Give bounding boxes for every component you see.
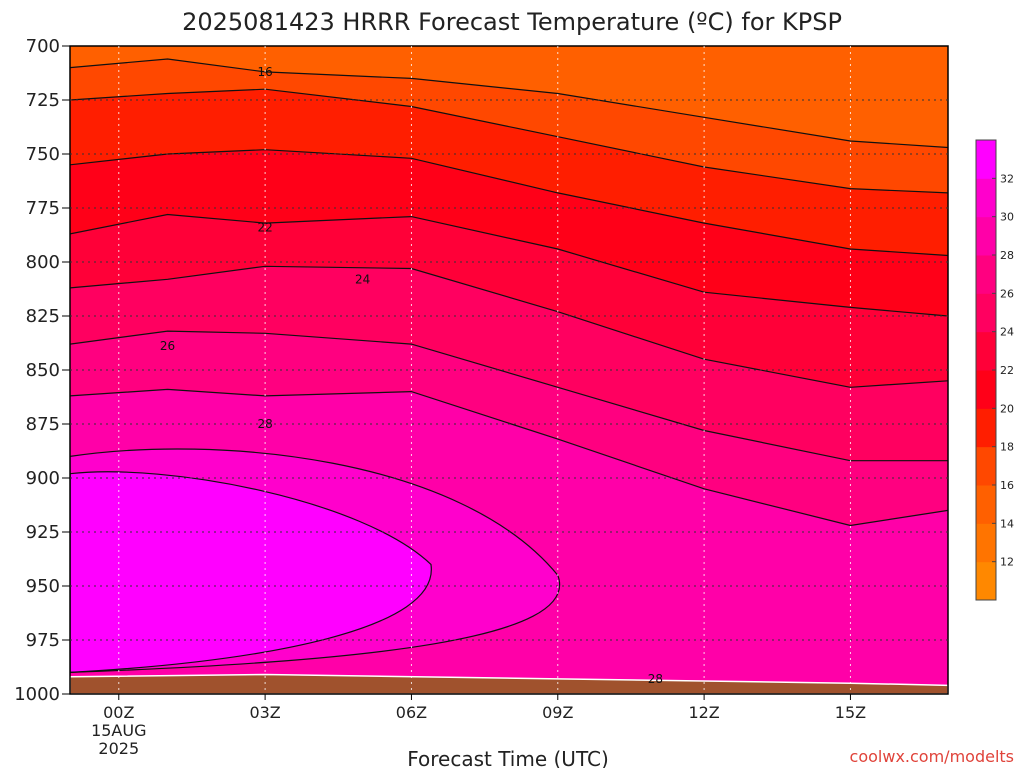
colorbar: 12 14 16 18 20 22 24 26 28 30 32 (975, 139, 1014, 601)
colorbar-tick-label: 24 (1000, 326, 1014, 339)
x-tick-label: 15Z (835, 703, 866, 722)
colorbar-tick-label: 28 (1000, 249, 1014, 262)
colorbar-swatch (976, 561, 996, 601)
colorbar-tick-label: 26 (1000, 287, 1014, 300)
x-tick-label: 12Z (688, 703, 719, 722)
y-tick-label: 725 (26, 90, 60, 111)
colorbar-tick-label: 22 (1000, 364, 1014, 377)
colorbar-tick-label: 30 (1000, 211, 1014, 224)
colorbar-swatch (976, 485, 996, 524)
contour-label: 26 (160, 339, 175, 353)
chart-title: 2025081423 HRRR Forecast Temperature (ºC… (182, 8, 842, 36)
colorbar-swatch (976, 370, 996, 409)
colorbar-tick-label: 18 (1000, 441, 1014, 454)
colorbar-tick-label: 16 (1000, 479, 1014, 492)
x-tick-label: 09Z (542, 703, 573, 722)
y-tick-label: 875 (26, 414, 60, 435)
x-date-label: 15AUG (91, 721, 146, 740)
isotherm-line (70, 265, 948, 388)
isotherm-line (70, 388, 948, 527)
credit-text: coolwx.com/modelts (850, 747, 1014, 766)
y-tick-label: 925 (26, 522, 60, 543)
isotherm-lines (70, 58, 948, 674)
colorbar-swatch (976, 293, 996, 333)
isotherm-line (70, 149, 948, 257)
y-tick-label: 750 (26, 144, 60, 165)
ground-surface (70, 673, 948, 694)
x-axis-label: Forecast Time (UTC) (407, 747, 609, 768)
colorbar-tick-label: 32 (1000, 172, 1014, 185)
grid-lines (70, 46, 948, 694)
colorbar-tick-label: 20 (1000, 402, 1014, 415)
colorbar-tick-label: 14 (1000, 517, 1014, 530)
band-fill (70, 471, 432, 673)
colorbar-swatch (976, 140, 996, 179)
colorbar-swatch (976, 255, 996, 294)
y-tick-label: 900 (26, 468, 60, 489)
y-tick-label: 850 (26, 360, 60, 381)
colorbar-swatch (976, 178, 996, 218)
colorbar-swatch (976, 408, 996, 448)
x-tick-label: 03Z (249, 703, 280, 722)
contour-label: 28 (648, 672, 663, 686)
colorbar-swatch (976, 523, 996, 563)
isotherm-line (70, 330, 948, 462)
y-tick-label: 800 (26, 252, 60, 273)
y-tick-label: 825 (26, 306, 60, 327)
y-tick-label: 775 (26, 198, 60, 219)
y-tick-label: 700 (26, 36, 60, 57)
x-tick-label: 06Z (396, 703, 427, 722)
isotherm-line (70, 88, 948, 194)
colorbar-swatch (976, 446, 996, 486)
contour-label: 24 (355, 272, 370, 286)
x-date-label: 2025 (98, 739, 139, 758)
isotherm-line (70, 58, 948, 149)
colorbar-swatch (976, 216, 996, 256)
y-axis: 700 725 750 775 800 825 850 875 900 925 950 975 1000 (14, 36, 70, 705)
colorbar-tick-label: 12 (1000, 556, 1014, 569)
y-tick-label: 975 (26, 630, 60, 651)
x-tick-label: 00Z (103, 703, 134, 722)
y-tick-label: 950 (26, 576, 60, 597)
colorbar-swatch (976, 331, 996, 371)
filled-bands (70, 46, 948, 694)
y-tick-label: 1000 (14, 684, 60, 705)
isotherm-line (70, 213, 948, 317)
